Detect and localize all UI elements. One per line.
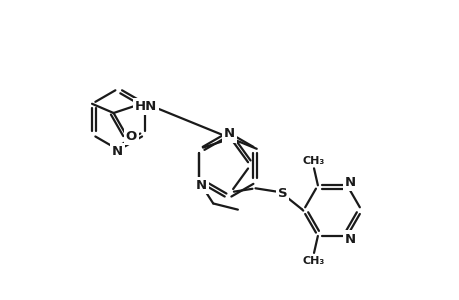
Text: N: N (195, 179, 206, 192)
Text: CH₃: CH₃ (302, 156, 325, 166)
Text: CH₃: CH₃ (302, 256, 325, 266)
Text: S: S (277, 187, 286, 200)
Text: O: O (125, 130, 137, 142)
Text: N: N (344, 232, 355, 245)
Text: N: N (223, 128, 235, 140)
Text: N: N (344, 176, 355, 189)
Text: HN: HN (134, 100, 157, 113)
Text: N: N (112, 145, 123, 158)
